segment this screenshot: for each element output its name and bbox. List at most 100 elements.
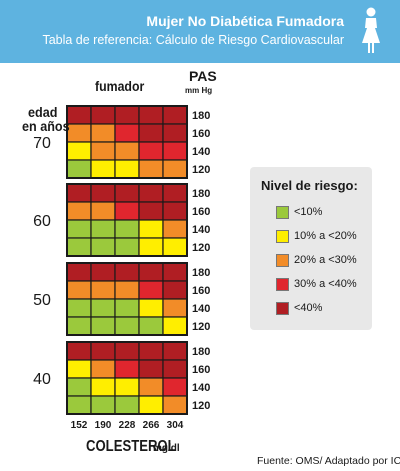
risk-cell (138, 280, 164, 300)
risk-cell (66, 395, 92, 415)
pas-tick-label: 120 (192, 400, 210, 412)
risk-cell (90, 183, 116, 203)
risk-cell (162, 316, 188, 336)
risk-cell (114, 359, 140, 379)
risk-cell (162, 219, 188, 239)
risk-cell (138, 377, 164, 397)
risk-cell (90, 105, 116, 125)
risk-cell (138, 395, 164, 415)
panel-border (66, 262, 188, 336)
risk-cell (114, 201, 140, 221)
risk-cell (66, 183, 92, 203)
pas-tick-label: 160 (192, 206, 210, 218)
risk-cell (66, 359, 92, 379)
risk-cell (90, 377, 116, 397)
risk-cell (162, 341, 188, 361)
page-subtitle: Tabla de referencia: Cálculo de Riesgo C… (42, 33, 344, 47)
risk-cell (66, 341, 92, 361)
woman-icon (362, 7, 380, 53)
risk-cell (138, 105, 164, 125)
risk-cell (162, 280, 188, 300)
risk-cell (138, 201, 164, 221)
pas-tick-label: 140 (192, 303, 210, 315)
pas-tick-label: 160 (192, 128, 210, 140)
risk-cell (162, 395, 188, 415)
risk-cell (90, 123, 116, 143)
pas-tick-label: 180 (192, 346, 210, 358)
risk-cell (162, 183, 188, 203)
legend-swatch (276, 230, 289, 243)
age-label: 60 (33, 213, 51, 230)
cholesterol-tick-label: 228 (119, 420, 136, 431)
risk-cell (114, 395, 140, 415)
risk-cell (114, 280, 140, 300)
risk-cell (90, 141, 116, 161)
risk-cell (90, 219, 116, 239)
risk-cell (90, 280, 116, 300)
risk-cell (162, 201, 188, 221)
risk-cell (138, 123, 164, 143)
age-label: 50 (33, 292, 51, 309)
pas-tick-label: 140 (192, 224, 210, 236)
risk-cell (114, 219, 140, 239)
risk-cell (162, 237, 188, 257)
risk-cell (138, 159, 164, 179)
risk-cell (138, 219, 164, 239)
cholesterol-tick-label: 152 (71, 420, 88, 431)
risk-cell (90, 237, 116, 257)
legend-label: 10% a <20% (294, 230, 357, 242)
risk-cell (114, 159, 140, 179)
risk-panel (66, 105, 188, 179)
risk-cell (162, 298, 188, 318)
risk-cell (66, 237, 92, 257)
legend-title: Nivel de riesgo: (261, 178, 358, 193)
legend-swatch (276, 206, 289, 219)
risk-cell (66, 219, 92, 239)
legend-label: <10% (294, 206, 323, 218)
page-title: Mujer No Diabética Fumadora (146, 13, 344, 29)
risk-cell (90, 298, 116, 318)
pas-tick-label: 160 (192, 285, 210, 297)
legend-label: 20% a <30% (294, 254, 357, 266)
risk-legend: Nivel de riesgo: <10% 10% a <20% 20% a <… (250, 167, 372, 330)
legend-swatch (276, 302, 289, 315)
risk-cell (90, 159, 116, 179)
pas-tick-label: 180 (192, 110, 210, 122)
risk-panel (66, 341, 188, 415)
risk-cell (114, 237, 140, 257)
risk-cell (138, 316, 164, 336)
risk-cell (114, 298, 140, 318)
risk-cell (162, 159, 188, 179)
age-label: 70 (33, 135, 51, 152)
cholesterol-axis-label: COLESTEROL (86, 438, 176, 455)
pas-tick-label: 180 (192, 188, 210, 200)
risk-cell (138, 141, 164, 161)
panel-border (66, 183, 188, 257)
risk-panel (66, 183, 188, 257)
risk-cell (138, 298, 164, 318)
risk-cell (162, 359, 188, 379)
risk-cell (114, 316, 140, 336)
risk-cell (66, 201, 92, 221)
legend-swatch (276, 254, 289, 267)
risk-cell (114, 377, 140, 397)
risk-panel (66, 262, 188, 336)
source-note: Fuente: OMS/ Adaptado por ICS (257, 455, 400, 467)
legend-label: 30% a <40% (294, 278, 357, 290)
pas-tick-label: 120 (192, 242, 210, 254)
pas-unit-label: mm Hg (185, 86, 213, 95)
risk-cell (66, 123, 92, 143)
risk-cell (138, 341, 164, 361)
pas-tick-label: 160 (192, 364, 210, 376)
cholesterol-tick-label: 304 (167, 420, 184, 431)
legend-label: <40% (294, 302, 323, 314)
risk-cell (114, 105, 140, 125)
risk-cell (90, 395, 116, 415)
risk-cell (114, 123, 140, 143)
risk-cell (66, 141, 92, 161)
risk-cell (114, 183, 140, 203)
age-label-line2: en años (22, 118, 70, 134)
age-axis-label: edad en años (22, 105, 70, 134)
risk-cell (114, 341, 140, 361)
